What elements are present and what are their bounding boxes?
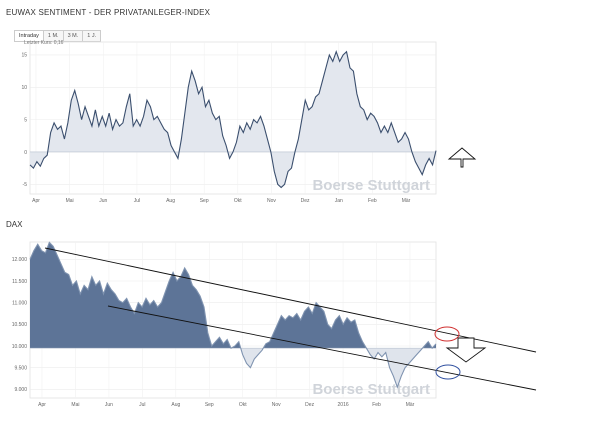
watermark: Boerse Stuttgart bbox=[312, 381, 430, 398]
tab-intraday[interactable]: Intraday bbox=[14, 30, 43, 42]
y-tick-label: 15 bbox=[21, 53, 27, 59]
x-tick-label: Nov bbox=[267, 198, 276, 204]
x-tick-label: 2016 bbox=[338, 402, 349, 408]
tab-1-month[interactable]: 1 M. bbox=[42, 30, 63, 42]
y-tick-label: 5 bbox=[24, 117, 27, 123]
up-arrow-icon bbox=[447, 147, 477, 168]
x-tick-label: Nov bbox=[272, 402, 281, 408]
x-tick-label: Apr bbox=[32, 198, 40, 204]
x-tick-label: Jun bbox=[99, 198, 107, 204]
x-tick-label: Feb bbox=[372, 402, 381, 408]
watermark: Boerse Stuttgart bbox=[312, 177, 430, 194]
x-tick-label: Mai bbox=[66, 198, 74, 204]
x-tick-label: Jan bbox=[335, 198, 343, 204]
y-tick-label: -5 bbox=[23, 182, 28, 188]
area-above-baseline bbox=[30, 242, 436, 349]
x-tick-label: Apr bbox=[38, 402, 46, 408]
series-line bbox=[29, 241, 437, 389]
x-tick-label: Aug bbox=[171, 402, 180, 408]
x-tick-label: Dez bbox=[305, 402, 314, 408]
y-tick-label: 10.500 bbox=[12, 322, 28, 328]
trend-line-upper bbox=[44, 247, 537, 353]
x-tick-label: Okt bbox=[239, 402, 247, 408]
x-tick-label: Sep bbox=[200, 198, 209, 204]
y-tick-label: 0 bbox=[24, 150, 27, 156]
dax-chart-title: DAX bbox=[6, 220, 23, 229]
x-tick-label: Feb bbox=[368, 198, 377, 204]
y-tick-label: 9.500 bbox=[14, 365, 27, 371]
red-ellipse-marker bbox=[434, 326, 460, 342]
x-tick-label: Mär bbox=[406, 402, 415, 408]
legend-text: Letzter Kurs: 0,16 bbox=[24, 40, 64, 46]
page-title: EUWAX SENTIMENT - DER PRIVATANLEGER-INDE… bbox=[6, 8, 211, 17]
range-tabs: Intraday 1 M. 3 M. 1 J. bbox=[14, 30, 102, 42]
chart-1: 12.000 11.500 11.000 10.500 10.000 9.500 9.000… bbox=[12, 241, 437, 408]
tab-1-year[interactable]: 1 J. bbox=[82, 30, 102, 42]
area-below-baseline bbox=[30, 348, 436, 388]
y-tick-label: 9.000 bbox=[14, 387, 27, 393]
y-tick-label: 11.000 bbox=[12, 300, 27, 306]
x-tick-label: Sep bbox=[205, 402, 214, 408]
trend-line-lower bbox=[107, 305, 537, 391]
down-arrow-icon bbox=[445, 337, 487, 363]
y-tick-label: 10.000 bbox=[12, 344, 28, 350]
x-tick-label: Jul bbox=[134, 198, 140, 204]
x-tick-label: Aug bbox=[166, 198, 175, 204]
series-line bbox=[29, 50, 437, 189]
x-tick-label: Okt bbox=[234, 198, 242, 204]
tab-3-months[interactable]: 3 M. bbox=[62, 30, 83, 42]
y-tick-label: 10 bbox=[21, 85, 27, 91]
y-tick-label: 12.000 bbox=[12, 257, 28, 263]
x-tick-label: Jun bbox=[105, 402, 113, 408]
x-tick-label: Dez bbox=[301, 198, 310, 204]
series-area bbox=[30, 51, 436, 188]
chart-0: 15 10 5 0 -5 Apr Mai Jun Jul Aug Sep Okt Nov Dez Jan Fe… bbox=[21, 41, 437, 204]
x-tick-label: Mär bbox=[402, 198, 411, 204]
x-tick-label: Mai bbox=[71, 402, 79, 408]
x-tick-label: Jul bbox=[139, 402, 145, 408]
y-tick-label: 11.500 bbox=[12, 279, 27, 285]
blue-ellipse-marker bbox=[435, 364, 461, 380]
